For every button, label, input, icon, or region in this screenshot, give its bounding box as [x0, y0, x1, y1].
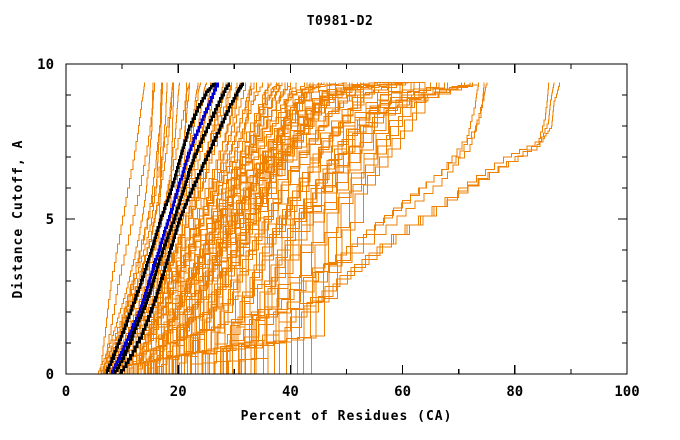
- model-curve-orange-050: [237, 82, 440, 374]
- x-tick-label-80: 80: [506, 384, 523, 400]
- model-curve-orange-076: [120, 82, 227, 374]
- model-curve-orange-075: [273, 82, 465, 374]
- model-curve-orange-065: [290, 82, 474, 374]
- highlight-curve-black-model-1: [105, 82, 216, 374]
- y-tick-label-5: 5: [46, 212, 54, 228]
- model-curve-orange-084: [262, 82, 446, 374]
- model-curve-orange-080: [193, 82, 370, 374]
- model-curve-orange-093: [169, 82, 314, 374]
- x-tick-label-60: 60: [394, 384, 411, 400]
- axes-layer: [65, 63, 628, 375]
- model-curve-orange-099: [152, 82, 188, 374]
- model-curve-orange-043: [197, 82, 392, 374]
- model-curve-orange-087: [99, 82, 146, 374]
- model-curve-orange-057: [184, 82, 347, 374]
- model-curve-orange-082: [227, 82, 392, 374]
- model-curve-orange-104: [178, 82, 479, 374]
- model-curve-orange-078: [160, 82, 314, 374]
- model-curve-orange-107: [155, 82, 252, 374]
- y-axis-title: Distance Cutoff, A: [11, 140, 26, 299]
- model-curve-orange-089: [110, 82, 174, 374]
- model-curve-orange-088: [102, 82, 156, 374]
- model-curve-orange-092: [150, 82, 280, 374]
- x-tick-label-40: 40: [282, 384, 299, 400]
- model-curve-orange-062: [256, 82, 432, 374]
- model-curve-orange-086: [298, 82, 479, 374]
- data-series-layer: [96, 82, 561, 374]
- model-curve-orange-071: [196, 82, 381, 374]
- highlight-curve-black-model-3: [119, 82, 245, 374]
- model-curve-orange-091: [133, 82, 227, 374]
- y-tick-label-0: 0: [46, 367, 54, 383]
- x-tick-label-0: 0: [62, 384, 70, 400]
- model-curve-orange-105: [200, 82, 485, 374]
- model-curve-orange-037: [156, 82, 319, 374]
- model-curve-orange-024: [164, 82, 328, 374]
- model-curve-orange-056: [168, 82, 308, 374]
- model-curve-orange-077: [143, 82, 283, 374]
- chart-title: T0981-D2: [306, 14, 374, 29]
- x-tick-label-100: 100: [614, 384, 639, 400]
- model-curve-orange-096: [234, 82, 404, 374]
- model-curve-orange-100: [234, 82, 561, 374]
- model-curve-orange-109: [126, 82, 241, 374]
- y-tick-label-10: 10: [37, 57, 54, 73]
- model-curve-orange-110: [138, 82, 269, 374]
- model-curve-orange-041: [186, 82, 364, 374]
- model-curve-orange-106: [96, 82, 154, 374]
- model-curve-orange-011: [127, 82, 247, 374]
- model-curve-orange-108: [172, 82, 291, 374]
- model-curve-orange-060: [235, 82, 392, 374]
- model-curve-orange-081: [210, 82, 406, 374]
- model-curve-orange-072: [212, 82, 409, 374]
- highlight-curve-black-model-2: [113, 82, 230, 374]
- model-curve-orange-015: [138, 82, 280, 374]
- x-axis-title: Percent of Residues (CA): [241, 409, 453, 424]
- x-tick-label-20: 20: [170, 384, 187, 400]
- model-curve-orange-095: [211, 82, 404, 374]
- reference-curve-blue-model: [110, 82, 219, 374]
- model-curve-orange-094: [189, 82, 359, 374]
- model-curve-orange-083: [242, 82, 420, 374]
- model-curve-orange-003: [105, 82, 180, 374]
- model-curve-orange-039: [173, 82, 331, 374]
- model-curve-orange-079: [177, 82, 331, 374]
- model-curve-orange-061: [245, 82, 412, 374]
- model-curve-orange-070: [179, 82, 345, 374]
- axis-labels-layer: 0 20 40 60 80 100 0 5 10 Percent of Residues (CA)…: [11, 57, 640, 424]
- model-curve-orange-098: [144, 82, 175, 374]
- model-curve-orange-102: [211, 82, 549, 374]
